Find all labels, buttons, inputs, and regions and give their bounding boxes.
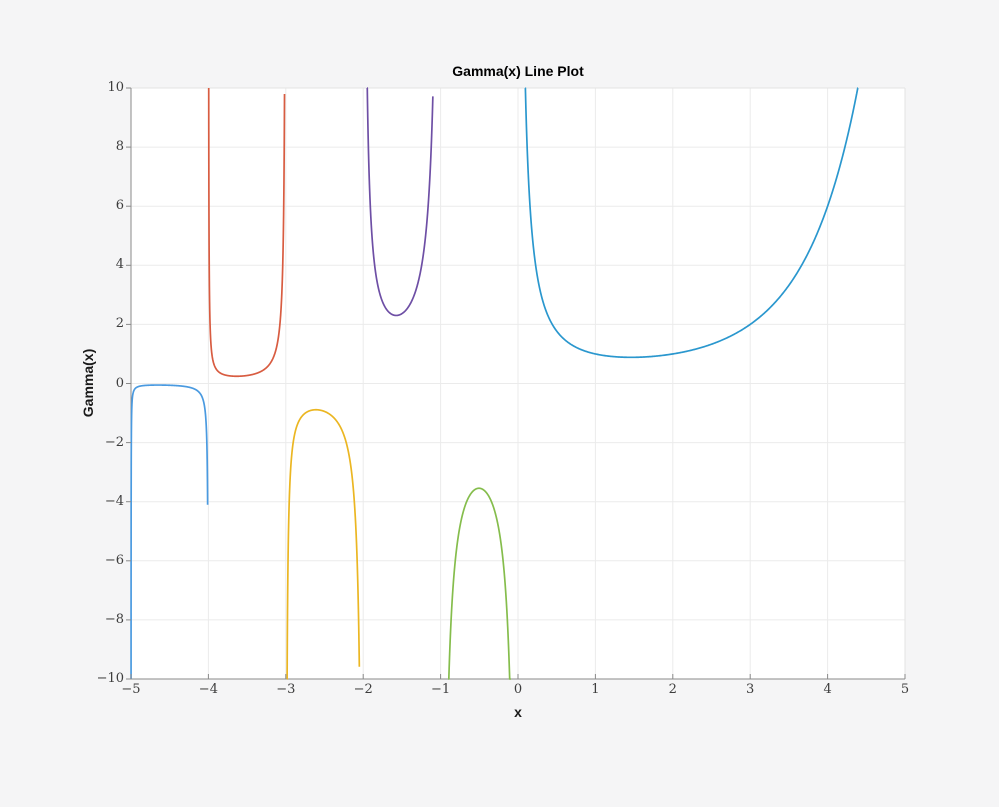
gamma-curve-branch--3-to--2 [286, 408, 361, 680]
gamma-curve-branch-0-to-5 [524, 87, 859, 359]
chart-title: Gamma(x) Line Plot [452, 63, 584, 79]
gamma-curve-branch--4-to--3 [207, 87, 286, 378]
gamma-curve-branch--2-to--1 [366, 87, 434, 317]
gamma-curve-branch--1-to-0 [447, 487, 512, 680]
x-axis-label: x [514, 704, 522, 720]
y-axis-label: Gamma(x) [80, 348, 96, 418]
gamma-curve-branch--5-to--4 [130, 384, 209, 680]
tick-marks [126, 87, 906, 680]
gamma-curves [130, 87, 859, 680]
